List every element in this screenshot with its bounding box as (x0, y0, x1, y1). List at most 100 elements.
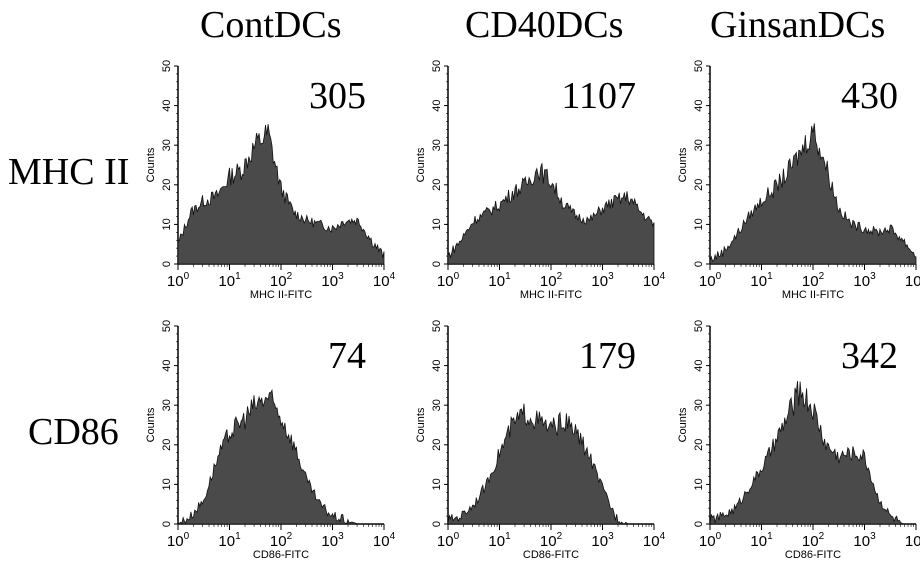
y-axis-label: Counts (415, 407, 427, 442)
histogram-cd86-cd40dcs: 0 10 20 30 40 50 Counts 100 101 102 103 104 CD86-FIT… (415, 320, 666, 561)
mfi-annotation: 1107 (561, 75, 636, 117)
x-tick-label: 100 (167, 531, 190, 550)
x-tick-label: 102 (540, 531, 563, 550)
x-tick-label: 104 (905, 271, 920, 290)
mfi-annotation: 342 (841, 335, 898, 377)
x-tick-label: 104 (643, 531, 666, 550)
y-tick-label: 50 (693, 320, 705, 332)
histogram-cd86-contdcs: 0 10 20 30 40 50 Counts 100 101 102 103 104 CD86-FIT… (145, 320, 396, 561)
x-tick-label: 103 (853, 271, 876, 290)
y-tick-label: 10 (431, 218, 443, 230)
x-tick-label: 102 (270, 271, 293, 290)
x-tick-label: 103 (853, 531, 876, 550)
x-tick-label: 102 (802, 271, 825, 290)
y-tick-label: 30 (431, 399, 443, 411)
y-axis-label: Counts (677, 147, 689, 182)
x-tick-label: 104 (373, 531, 396, 550)
histogram-area (709, 123, 917, 265)
histogram-mhcii-cd40dcs: 0 10 20 30 40 50 Counts 100 101 102 103 104 MHC II-F… (415, 60, 666, 301)
y-tick-label: 40 (693, 359, 705, 371)
x-tick-label: 100 (699, 271, 722, 290)
column-title-contdcs: ContDCs (200, 4, 342, 46)
y-axis-label: Counts (415, 147, 427, 182)
y-tick-label: 50 (431, 320, 443, 332)
y-tick-label: 20 (693, 439, 705, 451)
y-tick-label: 40 (693, 99, 705, 111)
x-tick-label: 101 (488, 531, 511, 550)
x-tick-label: 101 (218, 271, 241, 290)
mfi-annotation: 74 (328, 335, 366, 377)
y-tick-label: 10 (431, 478, 443, 490)
y-tick-label: 10 (161, 478, 173, 490)
x-tick-label: 102 (802, 531, 825, 550)
x-axis-label: MHC II-FITC (250, 289, 312, 301)
x-tick-label: 104 (905, 531, 920, 550)
y-tick-label: 10 (693, 218, 705, 230)
x-tick-label: 103 (321, 531, 344, 550)
y-tick-label: 30 (431, 139, 443, 151)
y-axis-label: Counts (677, 407, 689, 442)
y-tick-label: 30 (693, 399, 705, 411)
histogram-area (709, 381, 916, 525)
x-tick-label: 103 (591, 271, 614, 290)
y-tick-label: 0 (161, 261, 173, 267)
y-tick-label: 20 (431, 439, 443, 451)
y-tick-label: 10 (693, 478, 705, 490)
y-tick-label: 0 (161, 521, 173, 527)
y-tick-label: 10 (161, 218, 173, 230)
x-axis-label: MHC II-FITC (782, 289, 844, 301)
y-tick-label: 40 (431, 99, 443, 111)
x-tick-label: 100 (167, 271, 190, 290)
y-tick-label: 0 (431, 261, 443, 267)
y-tick-label: 0 (431, 521, 443, 527)
histogram-area (176, 388, 384, 525)
y-tick-label: 20 (161, 179, 173, 191)
y-tick-label: 40 (431, 359, 443, 371)
x-tick-label: 100 (437, 531, 460, 550)
x-tick-label: 100 (437, 271, 460, 290)
y-tick-label: 40 (161, 359, 173, 371)
y-tick-label: 30 (161, 139, 173, 151)
y-tick-label: 0 (693, 261, 705, 267)
histogram-area (447, 403, 654, 525)
y-axis-label: Counts (145, 407, 157, 442)
histogram-area (177, 124, 385, 265)
x-axis-label: CD86-FITC (523, 549, 579, 561)
column-title-cd40dcs: CD40DCs (465, 4, 624, 46)
y-tick-label: 20 (431, 179, 443, 191)
y-tick-label: 50 (161, 320, 173, 332)
x-axis-label: CD86-FITC (785, 549, 841, 561)
y-tick-label: 30 (693, 139, 705, 151)
x-tick-label: 104 (643, 271, 666, 290)
x-tick-label: 101 (218, 531, 241, 550)
y-tick-label: 40 (161, 99, 173, 111)
x-tick-label: 101 (750, 531, 773, 550)
y-tick-label: 50 (161, 60, 173, 72)
column-title-ginsandcs: GinsanDCs (710, 4, 886, 46)
y-tick-label: 30 (161, 399, 173, 411)
x-tick-label: 103 (321, 271, 344, 290)
row-label-mhc-ii: MHC II (8, 151, 130, 193)
histogram-area (447, 163, 655, 265)
mfi-annotation: 430 (841, 75, 898, 117)
x-axis-label: MHC II-FITC (520, 289, 582, 301)
histogram-mhcii-ginsandcs: 0 10 20 30 40 50 Counts 100 101 102 103 104 MHC II-F… (677, 60, 920, 301)
x-tick-label: 101 (750, 271, 773, 290)
x-tick-label: 103 (591, 531, 614, 550)
x-tick-label: 101 (488, 271, 511, 290)
x-axis-label: CD86-FITC (253, 549, 309, 561)
y-tick-label: 50 (431, 60, 443, 72)
histogram-mhcii-contdcs: 0 10 20 30 40 50 Counts 100 101 102 103 104 MHC II-F… (145, 60, 396, 301)
y-tick-label: 0 (693, 521, 705, 527)
y-tick-label: 50 (693, 60, 705, 72)
row-label-cd86: CD86 (28, 411, 119, 453)
x-tick-label: 100 (699, 531, 722, 550)
y-tick-label: 20 (161, 439, 173, 451)
mfi-annotation: 179 (579, 335, 636, 377)
y-axis-label: Counts (145, 147, 157, 182)
x-tick-label: 104 (373, 271, 396, 290)
mfi-annotation: 305 (309, 75, 366, 117)
x-tick-label: 102 (270, 531, 293, 550)
y-tick-label: 20 (693, 179, 705, 191)
